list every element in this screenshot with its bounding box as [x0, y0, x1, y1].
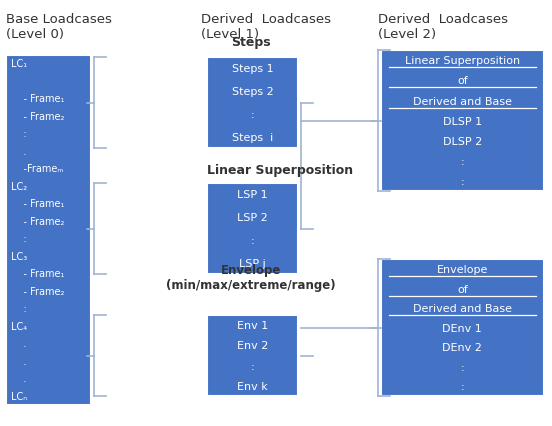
- FancyBboxPatch shape: [207, 58, 298, 149]
- Text: - Frame₁: - Frame₁: [11, 269, 65, 279]
- Text: Steps: Steps: [231, 36, 271, 49]
- Text: LCₙ: LCₙ: [11, 391, 27, 401]
- Text: Base Loadcases
(Level 0): Base Loadcases (Level 0): [6, 13, 112, 41]
- Text: Steps 2: Steps 2: [232, 87, 273, 97]
- Text: Env k: Env k: [237, 381, 268, 391]
- Text: .: .: [11, 339, 26, 348]
- FancyBboxPatch shape: [381, 51, 544, 192]
- Text: -Frameₘ: -Frameₘ: [11, 164, 63, 174]
- Text: :: :: [251, 361, 254, 371]
- Text: LSP 1: LSP 1: [237, 190, 268, 200]
- Text: LSP j: LSP j: [239, 258, 266, 268]
- Text: Linear Superposition: Linear Superposition: [405, 56, 520, 66]
- Text: :: :: [460, 177, 464, 187]
- FancyBboxPatch shape: [207, 315, 298, 396]
- Text: - Frame₂: - Frame₂: [11, 286, 65, 296]
- Text: .: .: [11, 147, 26, 156]
- Text: Derived  Loadcases
(Level 2): Derived Loadcases (Level 2): [378, 13, 508, 41]
- Text: - Frame₂: - Frame₂: [11, 216, 65, 226]
- Text: :: :: [251, 110, 254, 120]
- Text: .: .: [11, 356, 26, 366]
- Text: :: :: [460, 157, 464, 167]
- Text: LC₄: LC₄: [11, 321, 27, 331]
- Text: LC₃: LC₃: [11, 251, 27, 261]
- Text: - Frame₁: - Frame₁: [11, 94, 65, 104]
- Text: - Frame₂: - Frame₂: [11, 112, 65, 121]
- Text: Steps  i: Steps i: [232, 132, 273, 143]
- Text: :: :: [251, 236, 254, 245]
- FancyBboxPatch shape: [207, 183, 298, 275]
- Text: Envelope
(min/max/extreme/range): Envelope (min/max/extreme/range): [166, 264, 336, 292]
- Text: Envelope: Envelope: [437, 265, 488, 275]
- Text: :: :: [460, 381, 464, 391]
- Text: LSP 2: LSP 2: [237, 213, 268, 222]
- Text: LC₁: LC₁: [11, 59, 27, 69]
- Text: :: :: [11, 234, 27, 244]
- Text: DEnv 1: DEnv 1: [442, 323, 482, 333]
- Text: of: of: [457, 76, 468, 86]
- FancyBboxPatch shape: [6, 55, 91, 405]
- Text: Env 2: Env 2: [237, 341, 268, 351]
- Text: Linear Superposition: Linear Superposition: [207, 164, 353, 177]
- Text: Steps 1: Steps 1: [232, 64, 273, 74]
- Text: - Frame₁: - Frame₁: [11, 199, 65, 209]
- FancyBboxPatch shape: [381, 260, 544, 396]
- Text: :: :: [460, 362, 464, 372]
- Text: :: :: [11, 304, 27, 314]
- Text: .: .: [11, 374, 26, 383]
- Text: Derived and Base: Derived and Base: [413, 96, 512, 106]
- Text: LC₂: LC₂: [11, 181, 27, 191]
- Text: :: :: [11, 129, 27, 139]
- Text: Env 1: Env 1: [237, 320, 268, 330]
- Text: Derived  Loadcases
(Level 1): Derived Loadcases (Level 1): [201, 13, 332, 41]
- Text: Derived and Base: Derived and Base: [413, 304, 512, 314]
- Text: of: of: [457, 284, 468, 294]
- Text: DEnv 2: DEnv 2: [442, 343, 482, 352]
- Text: DLSP 1: DLSP 1: [443, 116, 482, 127]
- Text: DLSP 2: DLSP 2: [443, 136, 482, 147]
